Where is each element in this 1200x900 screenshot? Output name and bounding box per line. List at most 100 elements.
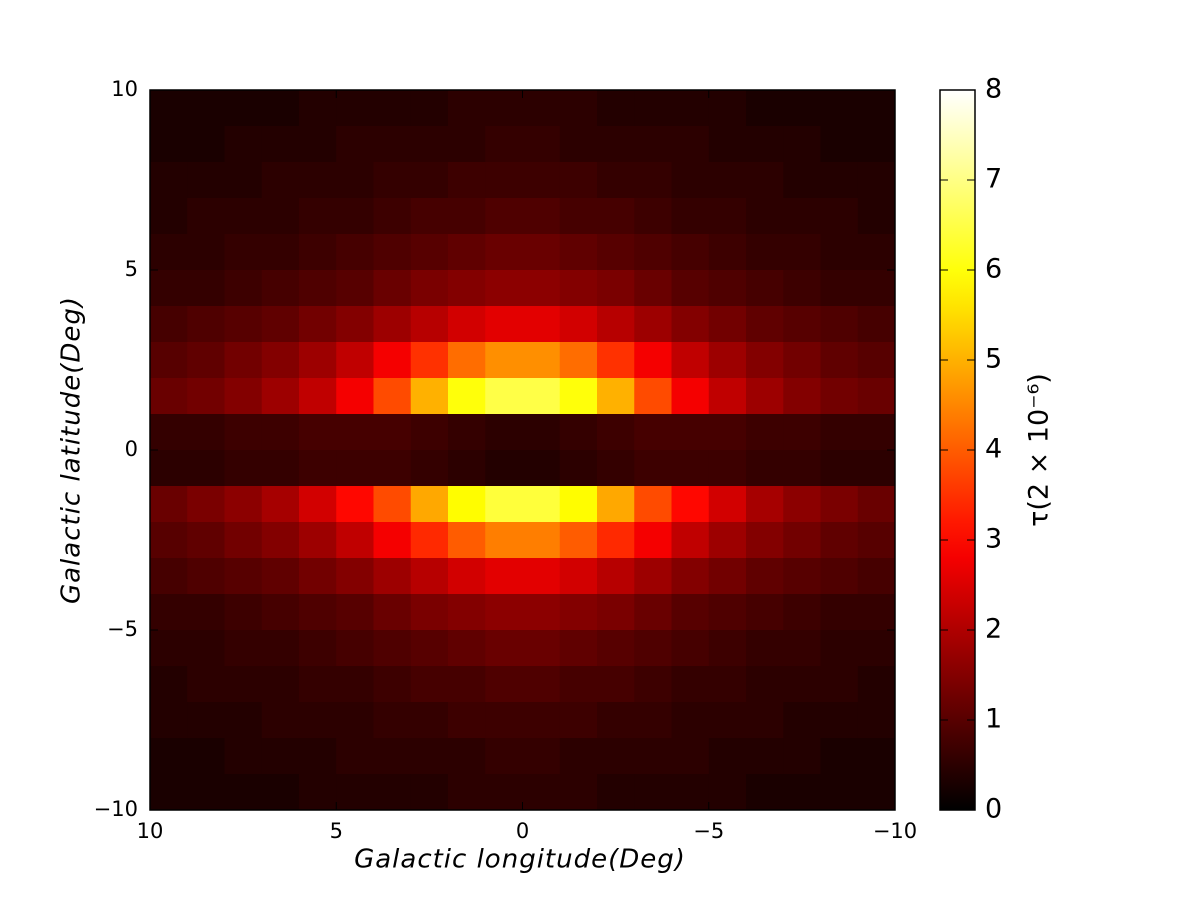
heatmap-cell	[820, 450, 859, 487]
heatmap-cell	[224, 306, 263, 343]
heatmap-cell	[783, 450, 821, 487]
heatmap-cell	[522, 306, 561, 343]
heatmap-cell	[448, 630, 486, 667]
heatmap-cell	[597, 234, 635, 271]
heatmap-cell	[299, 414, 337, 451]
heatmap-cell	[187, 486, 225, 523]
heatmap-cell	[448, 666, 486, 703]
heatmap-cell	[820, 558, 859, 595]
heatmap-cell	[746, 450, 784, 487]
heatmap-cell	[522, 234, 561, 271]
heatmap-cell	[634, 702, 672, 739]
heatmap-cell	[224, 594, 263, 631]
heatmap-cell	[634, 234, 672, 271]
heatmap-cell	[410, 342, 449, 379]
heatmap-cell	[597, 558, 635, 595]
heatmap-cell	[299, 90, 337, 127]
heatmap-cell	[597, 270, 635, 307]
heatmap-cell	[857, 450, 896, 487]
heatmap-cell	[150, 306, 188, 343]
heatmap-cell	[187, 162, 225, 199]
heatmap-cell	[634, 198, 672, 235]
heatmap-cell	[820, 378, 859, 415]
heatmap-cell	[783, 342, 821, 379]
heatmap-cell	[522, 630, 561, 667]
colorbar-tick-label: 3	[985, 524, 1002, 555]
heatmap-cell	[336, 594, 374, 631]
heatmap-cell	[783, 414, 821, 451]
heatmap-cell	[597, 522, 635, 559]
heatmap-cell	[559, 342, 598, 379]
heatmap-cell	[150, 450, 188, 487]
heatmap-cell	[187, 666, 225, 703]
heatmap-cell	[187, 126, 225, 163]
heatmap-cell	[410, 630, 449, 667]
heatmap-cell	[150, 126, 188, 163]
heatmap-cell	[261, 414, 300, 451]
heatmap-cell	[820, 630, 859, 667]
heatmap-cell	[224, 198, 263, 235]
colorbar-label: τ(2 × 10⁻⁶)	[1024, 373, 1055, 527]
heatmap-cell	[708, 414, 747, 451]
heatmap-cell	[559, 630, 598, 667]
heatmap-cell	[224, 162, 263, 199]
heatmap-cell	[857, 342, 896, 379]
heatmap-cell	[559, 378, 598, 415]
heatmap	[150, 90, 896, 811]
heatmap-cell	[708, 522, 747, 559]
heatmap-cell	[150, 738, 188, 775]
heatmap-cell	[261, 486, 300, 523]
heatmap-cell	[597, 702, 635, 739]
heatmap-cell	[634, 486, 672, 523]
heatmap-cell	[410, 270, 449, 307]
heatmap-cell	[671, 594, 710, 631]
heatmap-cell	[448, 306, 486, 343]
heatmap-cell	[150, 558, 188, 595]
heatmap-cell	[373, 522, 412, 559]
heatmap-cell	[783, 306, 821, 343]
heatmap-cell	[634, 378, 672, 415]
heatmap-cell	[634, 450, 672, 487]
heatmap-cell	[373, 486, 412, 523]
heatmap-cell	[522, 126, 561, 163]
heatmap-cell	[559, 90, 598, 127]
heatmap-cell	[448, 774, 486, 811]
heatmap-cell	[187, 198, 225, 235]
heatmap-cell	[485, 162, 523, 199]
heatmap-cell	[373, 558, 412, 595]
heatmap-cell	[224, 450, 263, 487]
heatmap-cell	[522, 162, 561, 199]
heatmap-cell	[708, 126, 747, 163]
heatmap-cell	[261, 162, 300, 199]
heatmap-cell	[522, 486, 561, 523]
heatmap-cell	[857, 306, 896, 343]
heatmap-cell	[261, 90, 300, 127]
heatmap-cell	[597, 630, 635, 667]
heatmap-cell	[187, 450, 225, 487]
heatmap-cell	[261, 342, 300, 379]
heatmap-cell	[299, 630, 337, 667]
heatmap-cell	[485, 234, 523, 271]
heatmap-cell	[746, 342, 784, 379]
heatmap-cell	[336, 738, 374, 775]
heatmap-cell	[336, 522, 374, 559]
heatmap-cell	[336, 450, 374, 487]
heatmap-cell	[485, 486, 523, 523]
heatmap-cell	[224, 378, 263, 415]
heatmap-cell	[150, 702, 188, 739]
heatmap-cell	[410, 522, 449, 559]
heatmap-cell	[746, 198, 784, 235]
heatmap-cell	[224, 702, 263, 739]
heatmap-cell	[857, 738, 896, 775]
heatmap-cell	[187, 558, 225, 595]
heatmap-cell	[671, 522, 710, 559]
heatmap-cell	[671, 198, 710, 235]
heatmap-cell	[708, 702, 747, 739]
heatmap-cell	[559, 702, 598, 739]
heatmap-cell	[857, 774, 896, 811]
heatmap-cell	[820, 306, 859, 343]
heatmap-cell	[820, 486, 859, 523]
heatmap-cell	[261, 558, 300, 595]
heatmap-cell	[783, 630, 821, 667]
heatmap-cell	[559, 270, 598, 307]
